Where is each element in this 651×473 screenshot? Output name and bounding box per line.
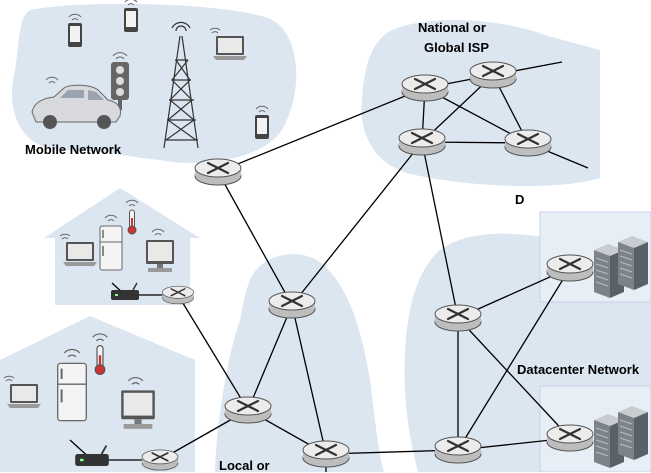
home-network-region-2	[0, 316, 195, 472]
router-icon	[301, 439, 351, 469]
mobile-network-region	[12, 3, 297, 163]
server-rack-icon	[617, 235, 649, 291]
router-icon	[141, 449, 179, 471]
router-icon	[267, 290, 317, 320]
mobile-network-label: Mobile Network	[25, 142, 122, 157]
server-rack-icon	[617, 405, 649, 461]
router-icon	[545, 253, 595, 283]
router-icon	[223, 395, 273, 425]
car-icon	[31, 76, 121, 129]
datacenter-network-label-top: D	[515, 192, 525, 207]
global-isp-label-line2: Global ISP	[424, 40, 490, 55]
router-icon	[468, 60, 518, 90]
router-icon	[433, 303, 483, 333]
router-icon	[397, 127, 447, 157]
router-icon	[161, 285, 195, 305]
global-isp-label-line1: National or	[418, 20, 486, 35]
router-icon	[545, 423, 595, 453]
cell-tower-icon	[163, 21, 199, 149]
local-isp-label: Local or	[219, 458, 270, 473]
router-icon	[503, 128, 553, 158]
datacenter-network-label: Datacenter Network	[517, 362, 640, 377]
traffic-light-icon	[111, 52, 129, 110]
router-icon	[193, 157, 243, 187]
router-icon	[433, 435, 483, 465]
router-icon	[400, 73, 450, 103]
